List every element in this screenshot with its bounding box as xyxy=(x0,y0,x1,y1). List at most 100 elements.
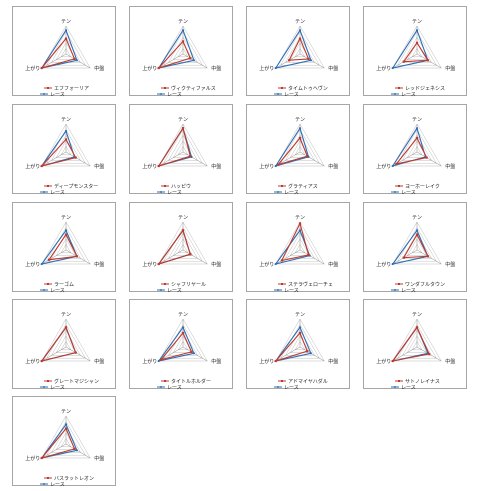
race-data-point xyxy=(75,449,79,452)
legend-marker xyxy=(160,289,162,291)
radar-grid-ring xyxy=(46,129,86,164)
radar-grid-ring xyxy=(41,123,91,167)
horse-data-point xyxy=(73,57,76,60)
legend-marker xyxy=(47,87,49,89)
radar-grid-ring xyxy=(397,129,437,164)
radar-axis-label: 中盤 xyxy=(211,261,221,268)
radar-axis-label: 中盤 xyxy=(94,358,104,365)
radar-grid-ring xyxy=(177,243,189,254)
horse-series-line xyxy=(280,221,310,262)
horse-series-line xyxy=(274,331,309,363)
radar-grid-ring xyxy=(411,47,423,58)
radar-axis-label: 上がり xyxy=(25,163,40,170)
radar-grid-ring xyxy=(41,318,91,362)
radar-grid-ring xyxy=(60,243,72,254)
legend-label: レース xyxy=(50,482,65,487)
radar-axis-label: 上がり xyxy=(259,358,274,365)
radar-grid-ring xyxy=(41,221,91,265)
radar-grid-ring xyxy=(411,145,423,156)
radar-grid-ring xyxy=(275,25,325,69)
horse-data-point xyxy=(73,447,76,450)
race-data-point xyxy=(192,59,196,62)
radar-grid-ring xyxy=(158,221,208,265)
radar-grid-ring xyxy=(168,232,198,259)
radar-spoke xyxy=(182,53,208,69)
radar-spoke xyxy=(416,151,442,167)
legend-label: グレートマジシャン xyxy=(54,378,99,385)
horse-data-point xyxy=(74,156,77,159)
horse-data-point xyxy=(64,427,68,430)
horse-data-point xyxy=(402,256,405,259)
radar-spoke xyxy=(275,346,301,362)
race-series-line xyxy=(40,229,78,265)
radar-chart-panel: テン 中盤 上がり タイムトゥヘヴン レース xyxy=(246,6,350,97)
radar-axis-label: 上がり xyxy=(259,261,274,268)
radar-spoke xyxy=(392,346,418,362)
legend-marker xyxy=(277,191,279,193)
horse-data-point xyxy=(40,359,43,363)
legend-label: グラティアス xyxy=(288,183,318,190)
radar-axis-label: テン xyxy=(178,215,188,221)
horse-data-point xyxy=(402,60,405,63)
race-data-point xyxy=(415,127,419,130)
race-data-point xyxy=(415,29,419,32)
legend-label: ヨーホーレイク xyxy=(405,184,440,190)
horse-data-point xyxy=(74,351,77,354)
race-series-line xyxy=(391,326,429,362)
radar-chart-panel: テン 中盤 上がり バスラットレオン レース xyxy=(12,396,116,487)
radar-axis-label: 上がり xyxy=(376,163,391,170)
legend-marker xyxy=(43,289,45,291)
radar-axis-label: 上がり xyxy=(376,261,391,268)
legend-marker xyxy=(394,289,396,291)
horse-series-line xyxy=(157,126,191,167)
radar-axis-label: テン xyxy=(61,215,71,221)
radar-grid-ring xyxy=(275,221,325,265)
legend-label: ラーゴム xyxy=(54,281,74,288)
radar-grid-ring xyxy=(411,243,423,254)
radar-axis-label: 上がり xyxy=(142,261,157,268)
radar-spoke xyxy=(65,346,91,362)
radar-spoke xyxy=(299,346,325,362)
radar-chart-panel: テン 中盤 上がり エフフォーリア レース xyxy=(12,6,116,97)
legend-marker xyxy=(398,87,400,89)
radar-axis-label: 中盤 xyxy=(445,163,455,170)
legend-label: ステラヴェローチェ xyxy=(288,281,333,288)
radar-axis-label: 上がり xyxy=(142,358,157,365)
radar-grid-ring xyxy=(172,42,194,60)
legend-marker xyxy=(398,380,400,382)
radar-spoke xyxy=(158,249,184,265)
horse-series-line xyxy=(276,136,309,166)
legend-marker xyxy=(281,283,283,285)
race-data-point xyxy=(64,129,68,133)
legend-marker xyxy=(47,380,49,382)
legend-label: レース xyxy=(401,385,416,390)
horse-data-point xyxy=(391,359,394,363)
legend-label: タイトルホルダー xyxy=(171,378,211,385)
horse-data-point xyxy=(181,127,185,130)
legend-marker xyxy=(43,191,45,193)
race-data-point xyxy=(309,352,313,355)
horse-data-point xyxy=(181,40,185,43)
race-data-point xyxy=(274,262,277,266)
radar-spoke xyxy=(182,151,208,167)
radar-axis-label: テン xyxy=(412,19,422,25)
radar-axis-label: 中盤 xyxy=(94,163,104,170)
radar-axis-label: 中盤 xyxy=(328,65,338,72)
race-series-line xyxy=(274,28,312,69)
radar-axis-label: テン xyxy=(412,312,422,318)
radar-spoke xyxy=(299,249,325,265)
horse-data-point xyxy=(307,57,310,60)
radar-grid-ring xyxy=(168,134,198,161)
horse-series-line xyxy=(40,37,76,69)
horse-data-point xyxy=(157,164,160,168)
legend-marker xyxy=(47,283,49,285)
legend-marker xyxy=(164,87,166,89)
